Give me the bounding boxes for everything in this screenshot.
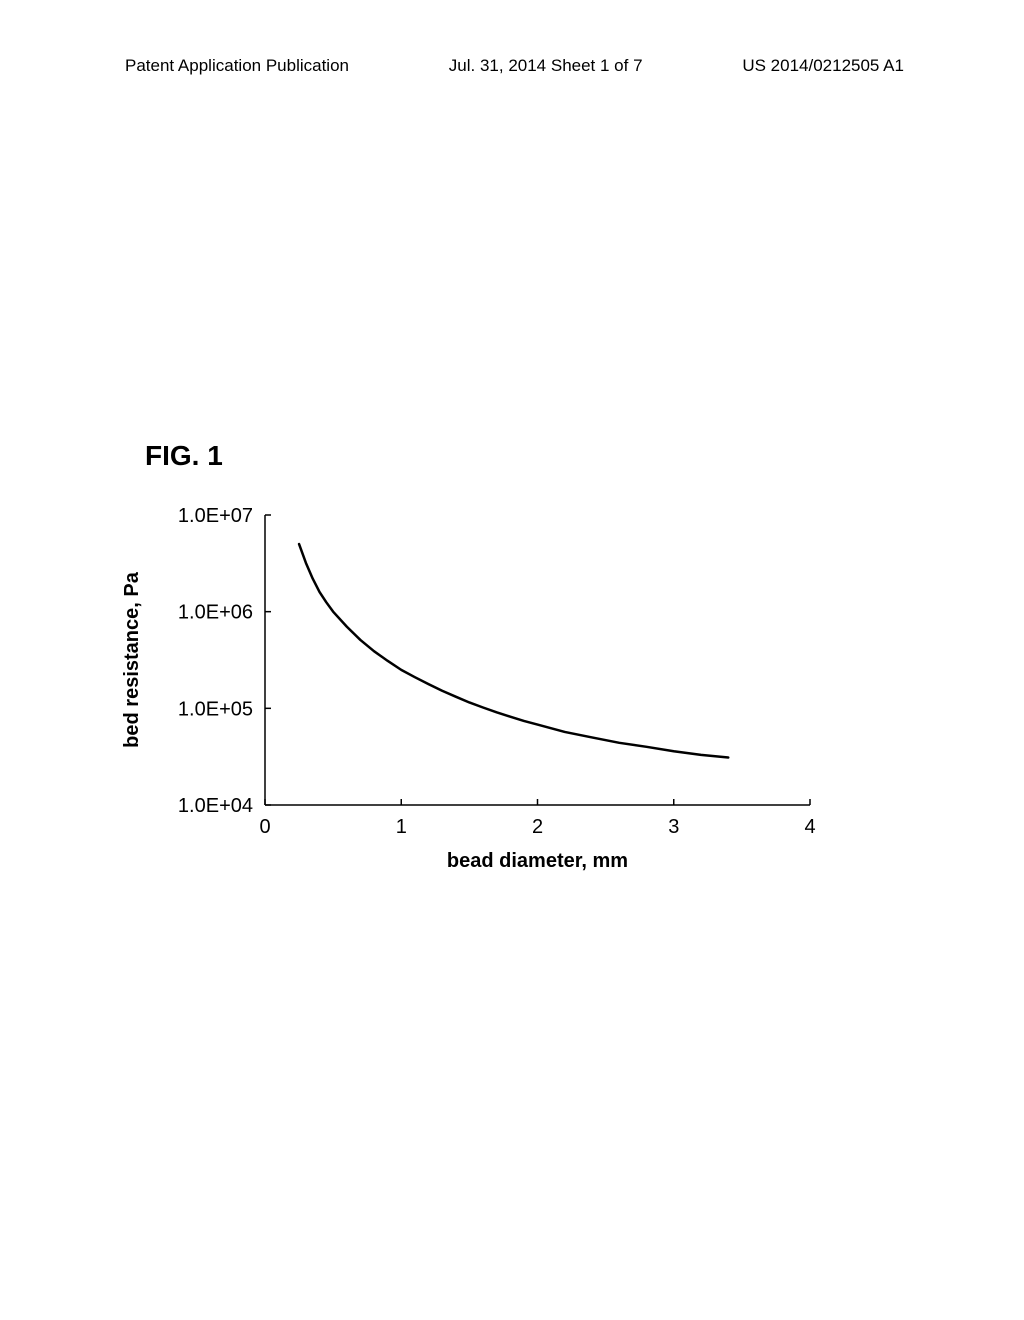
chart-svg: 1.0E+04 1.0E+05 1.0E+06 1.0E+07 0 1 2 3 4 bead di… bbox=[120, 490, 890, 910]
svg-text:bed resistance, Pa: bed resistance, Pa bbox=[121, 571, 143, 748]
svg-text:1.0E+04: 1.0E+04 bbox=[178, 795, 253, 817]
svg-text:2: 2 bbox=[532, 816, 543, 838]
svg-text:1.0E+05: 1.0E+05 bbox=[178, 698, 253, 720]
svg-text:1.0E+07: 1.0E+07 bbox=[178, 505, 253, 527]
header-center: Jul. 31, 2014 Sheet 1 of 7 bbox=[449, 56, 643, 76]
svg-text:0: 0 bbox=[259, 816, 270, 838]
svg-text:4: 4 bbox=[804, 816, 815, 838]
figure-label: FIG. 1 bbox=[145, 440, 223, 472]
header-right: US 2014/0212505 A1 bbox=[742, 56, 904, 76]
svg-text:3: 3 bbox=[668, 816, 679, 838]
header-left: Patent Application Publication bbox=[125, 56, 349, 76]
bed-resistance-chart: 1.0E+04 1.0E+05 1.0E+06 1.0E+07 0 1 2 3 4 bead di… bbox=[120, 490, 890, 910]
svg-text:bead diameter, mm: bead diameter, mm bbox=[447, 850, 628, 872]
header-row: Patent Application Publication Jul. 31, … bbox=[0, 56, 1024, 76]
svg-text:1.0E+06: 1.0E+06 bbox=[178, 602, 253, 624]
svg-text:1: 1 bbox=[396, 816, 407, 838]
